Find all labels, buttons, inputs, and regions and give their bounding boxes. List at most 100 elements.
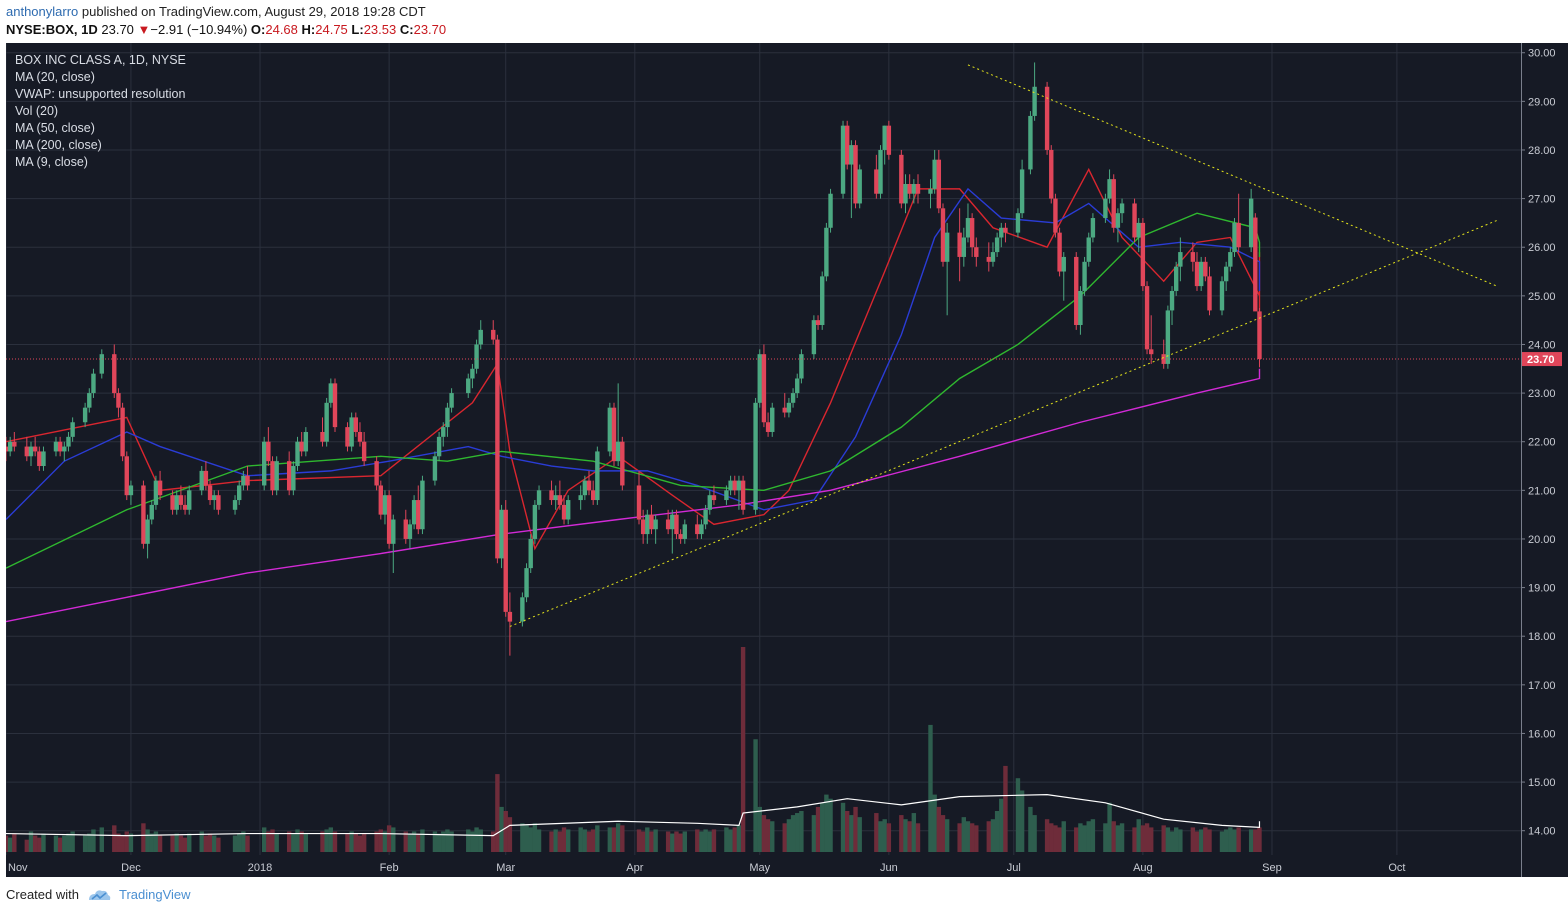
candle-body [241,475,246,486]
volume-bar [528,827,533,852]
volume-bar [536,829,542,852]
volume-bar [1236,827,1241,852]
y-tick-label: 30.00 [1528,48,1556,60]
x-tick-label: Feb [380,862,399,874]
candle-body [824,227,829,277]
y-tick-label: 26.00 [1528,242,1556,254]
candle-body [237,485,242,501]
moving-average-line-0 [6,167,1261,551]
volume-bar [286,831,292,852]
x-tick-label: Aug [1133,862,1153,874]
legend-item-ma20[interactable]: MA (20, close) [15,70,95,84]
candle-body [640,519,646,535]
candle-body [990,252,996,262]
candle-body [374,461,379,486]
candle-body [474,344,479,369]
candle-body [1232,222,1237,253]
candle-body [857,169,862,204]
volume-bar [332,831,338,852]
candle-body [120,407,125,457]
volume-bar [1232,829,1237,852]
volume-bar [349,831,354,852]
volume-bar [303,833,309,852]
volume-bar [241,831,246,852]
volume-bar [141,823,146,852]
volume-bar [266,831,271,852]
candle-body [99,354,104,374]
volume-bar [1219,831,1225,852]
price-axis-background [1521,43,1568,877]
legend-item-ma9[interactable]: MA (9, close) [15,155,88,169]
candle-body [853,145,858,204]
y-tick-label: 16.00 [1528,728,1556,740]
candle-body [1111,179,1116,228]
legend-item-ma200[interactable]: MA (200, close) [15,138,102,152]
candle-body [332,383,338,428]
volume-bar [237,833,242,852]
volume-bar [1032,815,1037,852]
volume-bar [724,827,729,852]
volume-bar [386,825,392,852]
volume-bar [116,833,121,852]
candle-body [520,597,525,622]
volume-bar [799,811,804,852]
candle-body [786,402,792,413]
candle-body [957,232,962,257]
candle-body [969,218,975,248]
candle-body [245,475,250,486]
candle-body [178,495,184,505]
candle-body [386,495,392,544]
y-tick-label: 22.00 [1528,437,1556,449]
volume-bar [436,833,442,852]
volume-bar [732,827,737,852]
volume-bar [499,806,504,852]
volume-bar [1223,829,1229,852]
candle-body [403,519,408,539]
volume-bar [899,815,904,852]
candle-body [1228,252,1233,267]
volume-bar [707,831,712,852]
author-link[interactable]: anthonylarro [6,4,79,19]
tradingview-brand-link[interactable]: TradingView [118,887,191,902]
candle-body [999,227,1004,238]
candle-body [907,184,912,194]
chart-area[interactable]: Nov Dec 2018 Feb Mar Apr May Jun Jul Aug Sep Oct BO… [6,43,1521,877]
legend-item-ma50[interactable]: MA (50, close) [15,121,95,135]
candle-body [682,524,687,539]
candle-body [553,495,558,501]
candle-body [1057,232,1062,272]
candle-body [361,441,367,462]
candle-body [915,184,921,194]
volume-bar [645,827,650,852]
volume-bar [491,831,496,852]
candle-body [1090,218,1096,238]
volume-bar [41,833,46,852]
legend-item-volume[interactable]: Vol (20) [15,104,59,118]
candle-body [357,431,363,442]
trendline-upper [967,64,1498,287]
candle-body [199,470,204,491]
legend-item-vwap[interactable]: VWAP: unsupported resolution [15,87,186,101]
candle-body [466,378,471,394]
volume-bar [1203,827,1208,852]
y-tick-label: 25.00 [1528,291,1556,303]
volume-bar [407,833,413,852]
candle-body [757,354,762,403]
y-tick-label: 24.00 [1528,339,1556,351]
volume-bar [1061,821,1066,852]
candle-body [7,441,13,452]
price-chart[interactable]: Nov Dec 2018 Feb Mar Apr May Jun Jul Aug Sep Oct [6,43,1521,877]
volume-bar [936,806,942,852]
volume-bar [711,829,717,852]
candle-body [270,461,275,491]
volume-bar [212,835,217,852]
candle-body [349,417,354,447]
candle-body [732,480,737,491]
candle-body [157,480,163,496]
volume-bar [62,835,67,852]
candle-body [470,368,475,379]
price-axis[interactable]: 14.00 15.00 16.00 17.00 18.00 19.00 20.00 21.00… [1521,43,1568,877]
volume-bar [1107,802,1112,852]
volume-bar [66,833,71,852]
volume-bar [378,829,383,852]
